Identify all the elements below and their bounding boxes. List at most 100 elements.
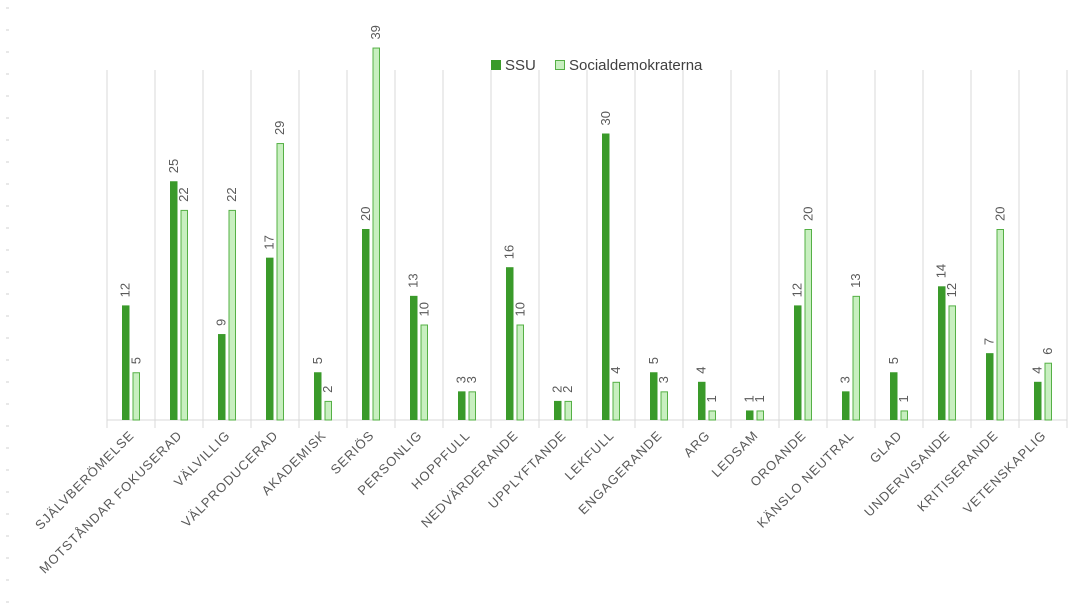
category-gridlines [106, 70, 1068, 428]
bar-socialdemokraterna [612, 381, 620, 421]
bar-socialdemokraterna [420, 324, 428, 421]
bar-ssu [362, 229, 370, 420]
data-label-ssu: 3 [454, 376, 469, 383]
data-label-ssu: 5 [646, 357, 661, 364]
bar-ssu [458, 391, 466, 420]
data-label-socialdemokraterna: 22 [224, 187, 239, 201]
bar-socialdemokraterna [324, 400, 332, 421]
data-label-ssu: 12 [118, 283, 133, 297]
legend-swatch-ssu [491, 60, 501, 70]
data-label-ssu: 12 [790, 283, 805, 297]
bar-socialdemokraterna [132, 372, 140, 421]
bar-socialdemokraterna [372, 47, 380, 421]
data-label-socialdemokraterna: 12 [944, 283, 959, 297]
bar-ssu [554, 400, 562, 420]
data-label-ssu: 5 [310, 357, 325, 364]
data-label-socialdemokraterna: 13 [848, 273, 863, 287]
bar-ssu [938, 286, 946, 420]
bar-ssu [842, 391, 850, 420]
data-label-socialdemokraterna: 2 [320, 386, 335, 393]
bar-socialdemokraterna [180, 209, 188, 421]
x-tick-label: UNDERVISANDE [861, 428, 953, 520]
data-label-ssu: 3 [838, 376, 853, 383]
data-label-ssu: 9 [214, 319, 229, 326]
bar-socialdemokraterna [564, 400, 572, 421]
bar-socialdemokraterna [276, 143, 284, 421]
bar-socialdemokraterna [948, 305, 956, 421]
bar-socialdemokraterna [900, 410, 908, 421]
bar-ssu [122, 305, 130, 420]
data-label-socialdemokraterna: 2 [560, 386, 575, 393]
legend: SSU Socialdemokraterna [491, 57, 703, 74]
data-label-socialdemokraterna: 1 [752, 395, 767, 402]
bar-socialdemokraterna [1044, 362, 1052, 421]
bar-ssu [602, 133, 610, 420]
bar-ssu [218, 334, 226, 420]
data-label-socialdemokraterna: 20 [992, 207, 1007, 221]
bar-ssu [794, 305, 802, 420]
bar-socialdemokraterna [516, 324, 524, 421]
data-label-socialdemokraterna: 6 [1040, 347, 1055, 354]
bar-socialdemokraterna [660, 391, 668, 421]
legend-swatch-socialdemokraterna [555, 60, 565, 70]
bar-socialdemokraterna [228, 209, 236, 421]
data-label-ssu: 7 [982, 338, 997, 345]
bar-socialdemokraterna [804, 229, 812, 421]
bar-ssu [314, 372, 322, 420]
data-label-socialdemokraterna: 10 [512, 302, 527, 316]
bar-ssu [890, 372, 898, 420]
bar-ssu [266, 257, 274, 420]
data-label-ssu: 1 [742, 395, 757, 402]
data-label-ssu: 2 [550, 386, 565, 393]
data-label-ssu: 20 [358, 207, 373, 221]
bar-socialdemokraterna [468, 391, 476, 421]
data-label-socialdemokraterna: 3 [656, 376, 671, 383]
bar-socialdemokraterna [708, 410, 716, 421]
data-label-socialdemokraterna: 22 [176, 187, 191, 201]
data-label-socialdemokraterna: 5 [128, 357, 143, 364]
bars-layer [122, 47, 1052, 421]
legend-label-ssu: SSU [505, 57, 536, 74]
data-label-socialdemokraterna: 3 [464, 376, 479, 383]
data-label-socialdemokraterna: 20 [800, 207, 815, 221]
bar-ssu [506, 267, 514, 420]
bar-ssu [170, 181, 178, 420]
data-label-socialdemokraterna: 29 [272, 121, 287, 135]
data-label-socialdemokraterna: 39 [368, 25, 383, 39]
bar-ssu [698, 381, 706, 420]
x-tick-label: VÄLPRODUCERAD [179, 428, 282, 531]
bar-ssu [746, 410, 754, 420]
x-tick-label: KÄNSLO NEUTRAL [754, 428, 857, 531]
data-label-socialdemokraterna: 1 [704, 395, 719, 402]
x-tick-label: ARG [680, 428, 713, 461]
data-label-socialdemokraterna: 10 [416, 302, 431, 316]
bar-socialdemokraterna [852, 295, 860, 421]
data-label-socialdemokraterna: 1 [896, 395, 911, 402]
x-tick-label: SERIÖS [328, 428, 378, 478]
data-label-ssu: 30 [598, 111, 613, 125]
bar-ssu [410, 295, 418, 420]
bar-socialdemokraterna [996, 229, 1004, 421]
data-label-ssu: 5 [886, 357, 901, 364]
bar-ssu [1034, 381, 1042, 420]
bar-socialdemokraterna [756, 410, 764, 421]
data-label-ssu: 17 [262, 235, 277, 249]
data-label-ssu: 13 [406, 273, 421, 287]
left-edge-ticks [6, 7, 9, 603]
x-tick-label: KRITISERANDE [914, 428, 1001, 515]
x-tick-label: ENGAGERANDE [575, 428, 665, 518]
data-label-ssu: 14 [934, 264, 949, 278]
data-label-ssu: 25 [166, 159, 181, 173]
x-tick-label: VETENSKAPLIG [960, 428, 1049, 517]
data-label-socialdemokraterna: 4 [608, 367, 623, 374]
data-label-ssu: 4 [694, 367, 709, 374]
data-label-ssu: 4 [1030, 367, 1045, 374]
data-label-ssu: 16 [502, 245, 517, 259]
x-tick-label: GLAD [867, 428, 905, 466]
bar-ssu [650, 372, 658, 420]
bar-ssu [986, 353, 994, 420]
